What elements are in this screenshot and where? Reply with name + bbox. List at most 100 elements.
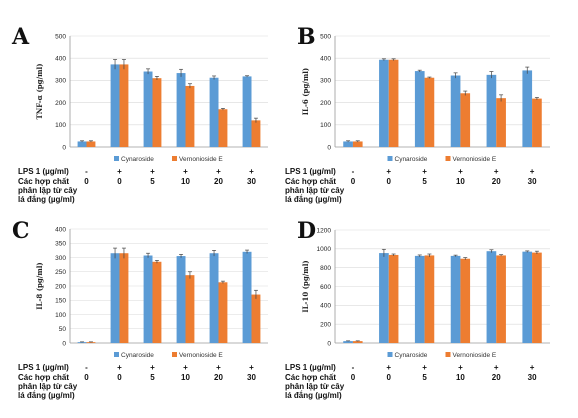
y-tick-label: 600 bbox=[320, 284, 331, 291]
concentration-value: 30 bbox=[247, 373, 256, 382]
compound-row-label: phân lập từ cây bbox=[285, 186, 345, 195]
y-tick-label: 1200 bbox=[317, 227, 332, 234]
legend-label: Vernonioside E bbox=[453, 156, 497, 163]
bar-cynaroside bbox=[209, 77, 219, 147]
y-axis-label: TNF-α (pg/ml) bbox=[35, 63, 44, 119]
bar-cynaroside bbox=[110, 64, 120, 147]
y-tick-label: 400 bbox=[55, 226, 66, 233]
bar-vernonioside bbox=[152, 78, 162, 147]
y-tick-label: 50 bbox=[59, 326, 67, 333]
bar-cynaroside bbox=[450, 255, 461, 343]
legend-label: Cynaroside bbox=[395, 156, 428, 163]
lps-row-label: LPS 1 (µg/ml) bbox=[285, 363, 336, 372]
lps-value: - bbox=[85, 167, 88, 176]
lps-value: + bbox=[386, 363, 391, 372]
concentration-value: 0 bbox=[84, 177, 89, 186]
lps-value: + bbox=[216, 167, 221, 176]
bar-cynaroside bbox=[522, 70, 533, 147]
lps-value: - bbox=[352, 167, 355, 176]
panel-letter: C bbox=[12, 218, 30, 244]
y-tick-label: 0 bbox=[62, 340, 66, 347]
legend-label: Cynaroside bbox=[121, 352, 154, 359]
bar-cynaroside bbox=[450, 75, 461, 147]
lps-value: + bbox=[117, 167, 122, 176]
concentration-value: 10 bbox=[456, 373, 465, 382]
concentration-value: 0 bbox=[351, 177, 356, 186]
bar-cynaroside bbox=[343, 141, 353, 147]
compound-row-label: phân lập từ cây bbox=[18, 186, 78, 195]
legend-label: Vernonioside E bbox=[453, 352, 497, 359]
lps-row-label: LPS 1 (µg/ml) bbox=[18, 363, 69, 372]
bar-vernonioside bbox=[251, 120, 261, 147]
concentration-value: 0 bbox=[387, 373, 392, 382]
y-tick-label: 1000 bbox=[317, 246, 332, 253]
concentration-value: 20 bbox=[492, 373, 501, 382]
bar-vernonioside bbox=[86, 141, 96, 147]
lps-value: + bbox=[183, 363, 188, 372]
legend-label: Vernonioside E bbox=[179, 352, 223, 359]
compound-row-label: lá đắng (µg/ml) bbox=[18, 195, 75, 204]
legend-swatch-vernonioside bbox=[172, 352, 177, 357]
lps-row-label: LPS 1 (µg/ml) bbox=[18, 167, 69, 176]
bar-cynaroside bbox=[414, 255, 425, 343]
lps-value: + bbox=[183, 167, 188, 176]
bar-cynaroside bbox=[379, 253, 389, 343]
legend-swatch-cynaroside bbox=[387, 352, 393, 357]
y-tick-label: 400 bbox=[320, 56, 331, 63]
concentration-value: 30 bbox=[247, 177, 256, 186]
y-tick-label: 200 bbox=[55, 283, 66, 290]
bar-vernonioside bbox=[119, 253, 129, 343]
bar-cynaroside bbox=[486, 251, 497, 343]
bar-cynaroside bbox=[176, 256, 186, 343]
bar-vernonioside bbox=[185, 85, 195, 147]
concentration-value: 0 bbox=[387, 177, 392, 186]
lps-value: + bbox=[422, 363, 427, 372]
bar-vernonioside bbox=[185, 275, 195, 343]
concentration-value: 10 bbox=[456, 177, 465, 186]
panel-c: CIL-8 (pg/ml)050100150200250300350400Cyn… bbox=[12, 218, 268, 400]
bar-cynaroside bbox=[379, 59, 389, 148]
y-tick-label: 150 bbox=[55, 298, 66, 305]
y-tick-label: 200 bbox=[55, 100, 66, 107]
bar-vernonioside bbox=[86, 342, 96, 343]
lps-value: + bbox=[494, 167, 499, 176]
bar-cynaroside bbox=[110, 253, 120, 343]
bar-cynaroside bbox=[77, 141, 87, 147]
concentration-value: 20 bbox=[214, 373, 223, 382]
panel-letter: D bbox=[297, 218, 316, 244]
lps-row-label: LPS 1 (µg/ml) bbox=[285, 167, 336, 176]
y-tick-label: 200 bbox=[320, 100, 331, 107]
panel-letter: A bbox=[11, 24, 30, 50]
compound-row-label: Các hợp chất bbox=[18, 177, 69, 186]
concentration-value: 0 bbox=[117, 177, 122, 186]
bar-vernonioside bbox=[496, 98, 506, 147]
compound-row-label: lá đắng (µg/ml) bbox=[18, 391, 75, 400]
y-tick-label: 0 bbox=[327, 340, 331, 347]
bar-vernonioside bbox=[460, 93, 471, 147]
lps-value: - bbox=[352, 363, 355, 372]
bar-vernonioside bbox=[152, 261, 162, 343]
lps-value: + bbox=[530, 167, 535, 176]
compound-row-label: Các hợp chất bbox=[285, 177, 336, 186]
lps-value: + bbox=[216, 363, 221, 372]
bar-cynaroside bbox=[77, 342, 87, 343]
y-tick-label: 200 bbox=[320, 321, 331, 328]
bar-cynaroside bbox=[522, 251, 533, 343]
bar-cynaroside bbox=[486, 74, 497, 147]
lps-value: - bbox=[85, 363, 88, 372]
lps-value: + bbox=[422, 167, 427, 176]
compound-row-label: phân lập từ cây bbox=[18, 382, 78, 391]
legend-swatch-vernonioside bbox=[445, 156, 451, 161]
panel-d: DIL-10 (pg/ml)020040060080010001200Cynar… bbox=[285, 218, 550, 400]
y-tick-label: 400 bbox=[55, 56, 66, 63]
lps-value: + bbox=[530, 363, 535, 372]
bar-vernonioside bbox=[532, 252, 542, 343]
concentration-value: 10 bbox=[181, 177, 190, 186]
y-tick-label: 300 bbox=[55, 78, 66, 85]
bar-cynaroside bbox=[242, 251, 252, 343]
bar-cynaroside bbox=[176, 73, 186, 147]
legend-swatch-vernonioside bbox=[172, 156, 177, 161]
concentration-value: 5 bbox=[422, 177, 427, 186]
